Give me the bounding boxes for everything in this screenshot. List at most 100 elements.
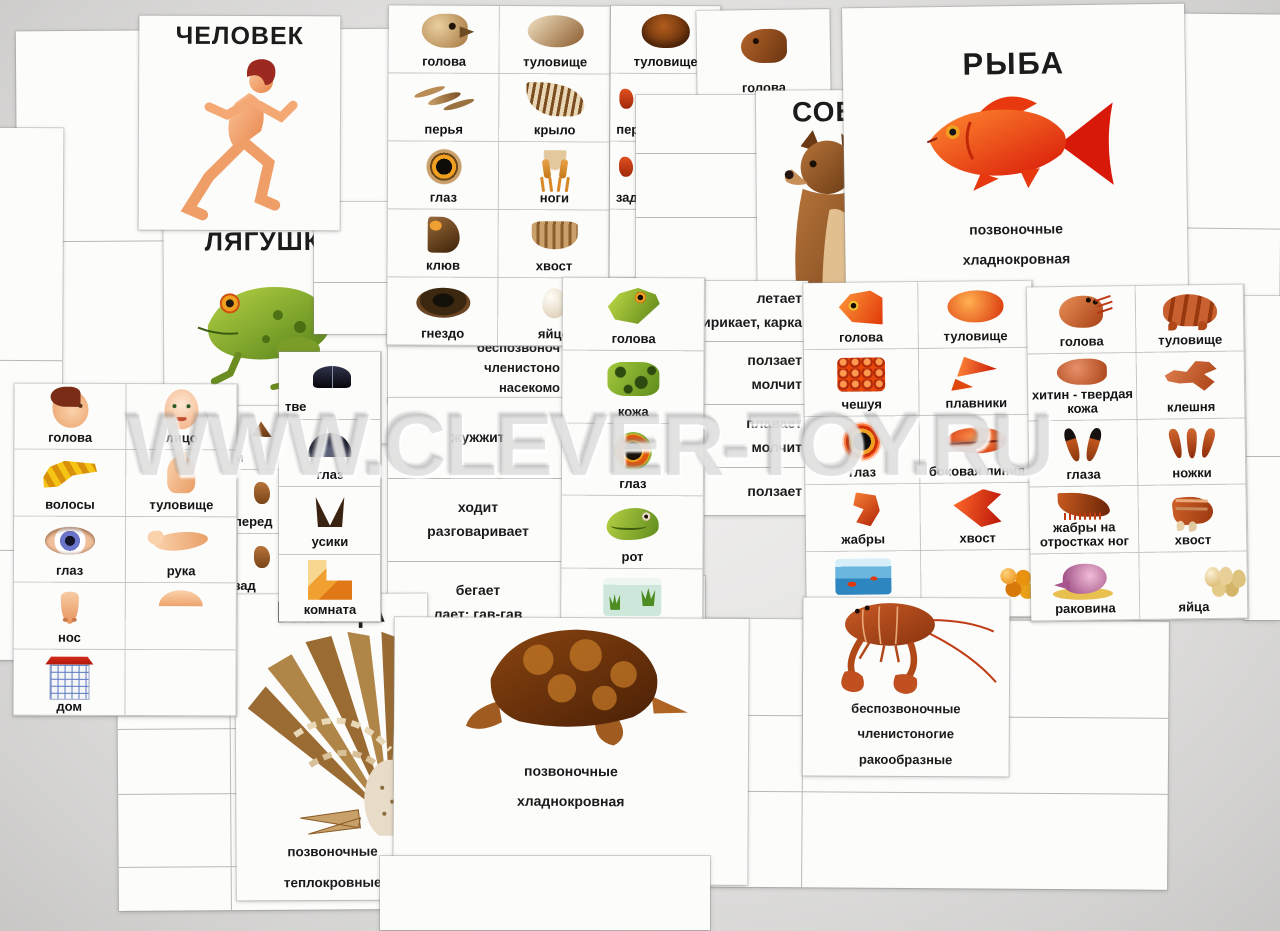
crayfish-tail-icon: [1171, 494, 1215, 527]
room-icon: [308, 559, 352, 600]
card-divider: [1172, 227, 1280, 230]
nose-icon: [60, 591, 79, 624]
card-cell: голова: [803, 282, 918, 350]
card-cell: кожа: [562, 350, 704, 424]
action-text: бегает: [455, 582, 501, 599]
turtle-illustration: [465, 629, 688, 746]
crayfish-legs-icon: [1186, 428, 1197, 459]
card-cell: глаз: [562, 423, 704, 497]
card-cell: дом: [13, 649, 125, 716]
crayfish-head-icon: [1059, 295, 1104, 328]
card-cell: комната: [279, 555, 381, 623]
frog-head-icon: [608, 288, 660, 324]
action-text: молчит: [751, 376, 802, 392]
card-cell: туловище: [1135, 285, 1244, 353]
wing-icon: [525, 82, 584, 117]
bird-tail-icon: [531, 221, 578, 250]
card-cell: раковина: [1030, 553, 1139, 621]
gills-icon: [846, 492, 880, 526]
fish-head-icon: [839, 290, 883, 324]
card-cell: м: [228, 406, 292, 470]
action-text: ходит: [457, 499, 499, 516]
card-cell: лицо: [126, 384, 238, 451]
card-cell: перья: [388, 73, 499, 142]
card-cell: ножки: [1137, 418, 1246, 486]
card-cell: волосы: [14, 450, 126, 517]
card-cell: рука: [125, 517, 237, 584]
card-divider: [636, 217, 760, 218]
card-cell: яйца: [1139, 552, 1248, 620]
partial-image: [618, 157, 634, 178]
card-cell: туловище: [500, 6, 611, 75]
caption-line: позвоночные: [523, 762, 618, 780]
bird-eye-icon: [424, 148, 463, 187]
caption-line: позвоночные: [969, 220, 1064, 238]
caption-line: хладнокровная: [516, 792, 625, 810]
card-cell: рот: [561, 496, 703, 570]
gill-appendage-icon: [1057, 492, 1111, 518]
action-text: летает: [756, 290, 802, 307]
feathers-icon: [426, 90, 462, 109]
crayfish-illustration: [841, 603, 997, 694]
card-cell: [125, 583, 237, 650]
caption-line: ракообразные: [858, 751, 953, 767]
antennae-icon: [312, 497, 348, 527]
insect-class-line: членистоно: [484, 360, 560, 376]
crayfish-parts-card: голова туловище хитин - твердая кожа кле…: [1026, 284, 1249, 622]
card-cell: голова: [1027, 286, 1136, 354]
action-text: жужжит: [451, 429, 505, 446]
action-row: ходит разговаривает: [388, 479, 568, 562]
beetle-elytra-icon: [313, 366, 351, 389]
fins-icon: [951, 356, 1001, 391]
partial-image: [619, 89, 634, 110]
action-text: ползает: [747, 352, 802, 369]
insect-actions-card: жужжит ходит разговаривает бегает лает: …: [388, 398, 568, 644]
card-cell: голова: [563, 278, 705, 352]
action-row: плавает молчит: [687, 405, 808, 468]
action-row: жужжит: [388, 398, 568, 479]
frog-mouth-icon: [606, 508, 659, 541]
bird-legs-icon: [533, 150, 576, 185]
card-cell: глаз: [14, 516, 126, 583]
frog-parts-card: голова кожа глаз рот болото: [561, 277, 705, 643]
fish-eye-icon: [841, 421, 883, 463]
card-cell: перед: [228, 470, 292, 534]
card-cell: жабры на отростках ног: [1029, 486, 1138, 554]
card-cell: хвост: [498, 210, 609, 279]
card-cell: хитин - твердая кожа: [1028, 353, 1137, 421]
torso-icon: [167, 457, 196, 494]
card-cell: [125, 650, 237, 717]
card-cell: туловище: [918, 281, 1033, 349]
action-row: ползает молчит: [687, 342, 808, 405]
bird-title-card: ПТИЦА позвоночные теплокровные: [235, 593, 429, 901]
frog-skin-icon: [607, 361, 660, 396]
card-cell: голова: [696, 9, 830, 101]
card-cell: хвост: [1138, 485, 1247, 553]
action-row: ползает: [687, 468, 808, 516]
insect-parts-strip: тве глаз усики комната: [279, 352, 381, 622]
crayfish-body-icon: [1162, 293, 1217, 327]
seashell-icon: [1062, 563, 1108, 595]
crayfish-title-card: беспозвоночные членистоногие ракообразны…: [802, 597, 1010, 777]
fish-body-icon: [947, 290, 1004, 323]
action-text: плавает: [746, 415, 802, 432]
nest-icon: [415, 288, 470, 319]
card-cell: чешуя: [804, 349, 919, 417]
action-text: чирикает, карка: [693, 314, 802, 330]
roe-icon: [1000, 567, 1017, 585]
turtle-classification: позвоночные хладнокровная: [394, 755, 748, 817]
card-cell: боковая линия: [919, 415, 1034, 483]
action-text: молчит: [751, 439, 802, 455]
turtle-title-card: позвоночные хладнокровная: [393, 617, 749, 885]
blank-card: [380, 856, 710, 930]
card-cell: гнездо: [387, 277, 498, 346]
card-cell: голова: [14, 384, 126, 451]
card-cell: зад: [228, 534, 292, 598]
claw-icon: [1164, 361, 1216, 394]
fish-card-title: РЫБА: [962, 45, 1066, 82]
bird-head-icon: [421, 14, 468, 49]
card-cell: глаза: [1029, 420, 1138, 488]
human-card-title: ЧЕЛОВЕК: [175, 21, 304, 51]
card-cell: хвост: [920, 482, 1035, 550]
eggs-icon: [1204, 566, 1221, 588]
